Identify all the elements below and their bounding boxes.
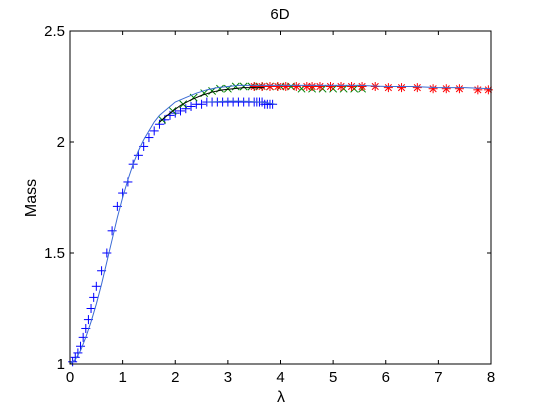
data-point-star	[307, 82, 317, 91]
data-point-star	[357, 82, 367, 91]
y-tick-label: 1.5	[44, 245, 65, 262]
data-point-star	[383, 83, 393, 93]
data-point-star	[397, 83, 407, 93]
series-line	[206, 100, 276, 105]
data-point-star	[347, 82, 357, 91]
data-point-plus	[91, 281, 101, 291]
plot-background	[70, 31, 491, 364]
x-tick-label: 2	[171, 369, 179, 386]
data-point-star	[249, 82, 259, 91]
data-point-star	[428, 84, 438, 94]
data-point-plus	[86, 304, 96, 313]
x-tick-label: 6	[382, 369, 390, 386]
series-5-line	[206, 100, 276, 105]
x-tick-label: 3	[224, 369, 232, 386]
x-tick-label: 7	[434, 369, 442, 386]
data-point-plus	[197, 99, 207, 109]
data-point-plus	[268, 99, 278, 109]
x-tick-label: 5	[329, 369, 337, 386]
data-point-plus	[102, 248, 112, 258]
data-point-star	[412, 83, 422, 93]
x-tick-label: 1	[118, 369, 126, 386]
data-point-plus	[186, 101, 196, 111]
data-point-star	[291, 82, 301, 91]
data-point-star	[441, 84, 451, 94]
data-point-plus	[149, 126, 159, 136]
x-axis-label: λ	[277, 389, 285, 406]
plot-layer	[68, 82, 493, 367]
series-3-line	[69, 84, 492, 365]
data-point-star	[315, 82, 325, 91]
ticks-layer: 0 1 2 3 4 5 6 7 811.522.5	[44, 23, 495, 386]
y-tick-label: 2.5	[44, 23, 65, 40]
data-point-plus	[89, 292, 99, 302]
data-point-plus	[154, 119, 164, 129]
series-4-line	[159, 87, 265, 123]
series-line	[69, 84, 492, 365]
x-tick-label: 4	[276, 369, 284, 386]
data-point-plus	[144, 133, 154, 143]
data-point-x	[239, 82, 248, 91]
data-point-plus	[176, 106, 186, 116]
data-point-plus	[133, 150, 143, 160]
data-point-star	[265, 82, 275, 91]
data-point-plus	[181, 104, 191, 114]
y-axis-label: Mass	[23, 179, 40, 217]
data-point-plus	[76, 341, 86, 351]
x-tick-label: 8	[487, 369, 495, 386]
data-point-star	[273, 82, 283, 91]
data-point-star	[281, 82, 291, 91]
data-point-star	[454, 84, 464, 94]
y-tick-label: 1	[57, 356, 65, 373]
series-line	[159, 87, 265, 123]
data-point-star	[257, 82, 267, 91]
y-tick-label: 2	[57, 134, 65, 151]
x-tick-label: 0	[66, 369, 74, 386]
data-point-star	[325, 82, 335, 91]
data-point-star	[483, 85, 493, 95]
chart-title: 6D	[270, 6, 289, 23]
data-point-star	[336, 82, 346, 91]
data-point-star	[473, 85, 483, 95]
series-2-star	[249, 82, 493, 95]
data-point-plus	[107, 226, 117, 236]
